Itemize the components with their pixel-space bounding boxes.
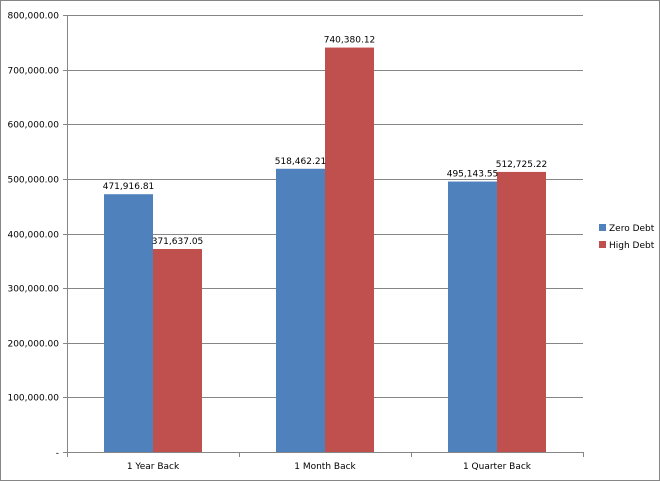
y-tick-label-6: 600,000.00 xyxy=(7,121,59,131)
data-label-zero-debt-1-month-back: 518,462.21 xyxy=(275,157,327,167)
data-label-high-debt-1-year-back: 371,637.05 xyxy=(152,237,204,247)
legend-swatch-zero-debt xyxy=(599,224,606,231)
x-axis-tick-labels: 1 Year Back 1 Month Back 1 Quarter Back xyxy=(127,462,532,472)
y-tick-label-2: 200,000.00 xyxy=(7,340,59,350)
y-tick-label-0: - xyxy=(56,449,59,459)
bar-high-debt-1-quarter-back xyxy=(497,171,546,453)
bar-high-debt-1-month-back xyxy=(325,47,374,453)
x-tick-label-1-quarter-back: 1 Quarter Back xyxy=(463,462,532,472)
y-tick-label-5: 500,000.00 xyxy=(7,176,59,186)
y-tick-label-7: 700,000.00 xyxy=(7,67,59,77)
y-tick-label-4: 400,000.00 xyxy=(7,231,59,241)
bars xyxy=(104,47,546,453)
bar-zero-debt-1-quarter-back xyxy=(448,181,497,452)
axes xyxy=(63,15,584,457)
y-tick-label-1: 100,000.00 xyxy=(7,394,59,404)
data-labels: 471,916.81 371,637.05 518,462.21 740,380.12… xyxy=(103,36,548,247)
legend-swatch-high-debt xyxy=(599,241,606,248)
legend-label-high-debt: High Debt xyxy=(609,241,655,251)
y-tick-label-8: 800,000.00 xyxy=(7,12,59,22)
legend: Zero Debt High Debt xyxy=(599,224,655,251)
bar-zero-debt-1-month-back xyxy=(276,168,325,452)
data-label-zero-debt-1-year-back: 471,916.81 xyxy=(103,182,155,192)
x-tick-label-1-month-back: 1 Month Back xyxy=(294,462,356,472)
y-tick-label-3: 300,000.00 xyxy=(7,285,59,295)
y-axis-tick-labels: - 100,000.00 200,000.00 300,000.00 400,000.0… xyxy=(7,12,59,459)
data-label-zero-debt-1-quarter-back: 495,143.55 xyxy=(447,170,499,180)
bar-zero-debt-1-year-back xyxy=(104,194,153,452)
data-label-high-debt-1-month-back: 740,380.12 xyxy=(324,36,376,46)
bar-high-debt-1-year-back xyxy=(153,248,202,452)
legend-label-zero-debt: Zero Debt xyxy=(609,224,655,234)
data-label-high-debt-1-quarter-back: 512,725.22 xyxy=(496,160,548,170)
x-tick-label-1-year-back: 1 Year Back xyxy=(127,462,180,472)
